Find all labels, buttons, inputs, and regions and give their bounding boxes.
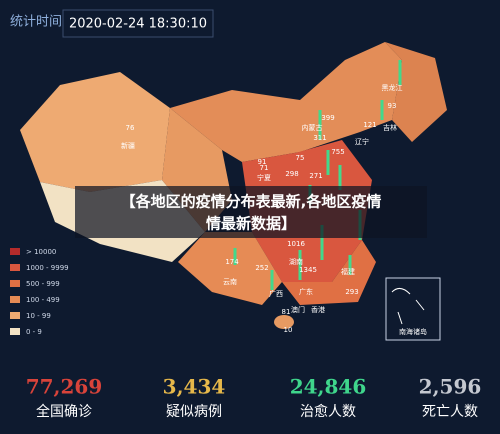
legend: > 10000 1000 - 9999 500 - 999 100 - 499 … [10, 248, 69, 336]
legend-label: 500 - 999 [26, 280, 60, 288]
legend-label: 0 - 9 [26, 328, 42, 336]
region-name: 吉林 [383, 123, 397, 132]
stat-value: 3,434 [163, 375, 226, 399]
inset-label: 南海诸岛 [399, 327, 427, 336]
region-count: 81 [282, 308, 291, 316]
legend-label: 1000 - 9999 [26, 264, 69, 272]
region-name: 云南 [223, 277, 237, 286]
region-count: 91 [258, 158, 267, 166]
stat-value: 77,269 [26, 375, 103, 399]
region-name: 香港 [311, 305, 325, 314]
region-count: 1345 [299, 266, 317, 274]
region-count: 93 [388, 102, 397, 110]
region-shape [178, 232, 282, 305]
region-shape [282, 240, 376, 305]
region-name: 辽宁 [355, 137, 369, 146]
legend-label: 100 - 499 [26, 296, 60, 304]
legend-swatch [10, 296, 20, 303]
region-count: 76 [126, 124, 135, 132]
inset-lines [391, 288, 425, 325]
stat-label: 死亡人数 [422, 404, 478, 420]
region-name: 宁夏 [257, 173, 271, 182]
region-name: 广东 [299, 287, 313, 296]
banner-bg [75, 186, 427, 238]
region-name: 澳门 [291, 305, 305, 314]
inset-box [385, 277, 441, 341]
region-name: 新疆 [121, 141, 135, 150]
region-count: 755 [331, 148, 344, 156]
time-label: 统计时间 [10, 15, 62, 30]
legend-swatch [10, 264, 20, 271]
banner-line: 【各地区的疫情分布表最新,各地区疫情 [121, 193, 382, 211]
region-count: 121 [363, 121, 376, 129]
region-shape [20, 72, 170, 192]
map: 76 新疆 黑龙江 93 吉林 91 内蒙古 75 辽宁 121 宁夏 71 云… [20, 42, 447, 341]
region-count: 75 [296, 154, 305, 162]
region-name: 广西 [269, 289, 283, 298]
stat-label: 全国确诊 [36, 403, 92, 420]
stat-value: 2,596 [419, 375, 482, 399]
time-value: 2020-02-24 18:30:10 [69, 17, 207, 32]
region-shape [170, 42, 402, 162]
legend-swatch [10, 312, 20, 319]
legend-swatch [10, 328, 20, 335]
region-name: 福建 [341, 267, 355, 276]
stat-label: 疑似病例 [166, 404, 222, 420]
region-count: 298 [285, 170, 298, 178]
region-count: 10 [284, 326, 293, 334]
region-name: 黑龙江 [382, 83, 403, 92]
legend-swatch [10, 280, 20, 287]
region-count: 293 [345, 288, 358, 296]
region-count: 399 [321, 114, 334, 122]
region-count: 252 [255, 264, 268, 272]
legend-label: > 10000 [26, 248, 56, 256]
legend-swatch [10, 248, 20, 255]
island-shape [274, 315, 294, 329]
region-count: 1016 [287, 240, 305, 248]
region-name: 内蒙古 [302, 123, 323, 132]
legend-label: 10 - 99 [26, 312, 51, 320]
region-count: 311 [313, 134, 326, 142]
region-count: 71 [260, 164, 269, 172]
region-shape [385, 42, 447, 142]
banner-line: 情最新数据】 [206, 215, 296, 233]
stat-value: 24,846 [290, 375, 367, 399]
region-count: 174 [225, 258, 239, 266]
region-name: 湖南 [289, 257, 303, 266]
time-box [62, 9, 214, 38]
stat-label: 治愈人数 [300, 404, 356, 420]
region-count: 271 [309, 172, 322, 180]
